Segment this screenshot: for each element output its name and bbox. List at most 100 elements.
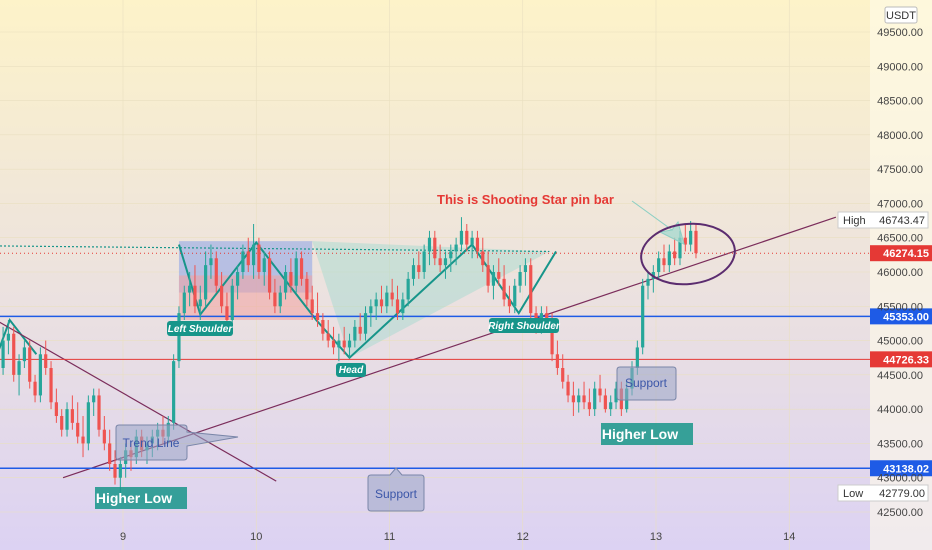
- right-shoulder-label: Right Shoulder: [488, 321, 561, 332]
- candle-body: [235, 272, 240, 286]
- candle-body: [390, 292, 394, 300]
- y-tick-label: 46500.00: [877, 233, 923, 245]
- candle-body: [379, 299, 384, 307]
- y-tick-label: 45000.00: [877, 336, 923, 348]
- candle-body: [593, 388, 597, 410]
- candle-body: [283, 272, 288, 293]
- x-tick-label: 10: [250, 531, 262, 543]
- y-tick-label: 44000.00: [877, 404, 923, 416]
- candle-body: [427, 237, 432, 252]
- candle-body: [401, 299, 405, 314]
- candle-body: [70, 409, 74, 423]
- candle-body: [667, 251, 671, 266]
- candle-body: [470, 237, 474, 245]
- y-tick-label: 43500.00: [877, 438, 923, 450]
- neckline-dotted: [0, 245, 550, 253]
- candle-body: [230, 285, 234, 320]
- candle-body: [97, 395, 101, 430]
- candle-body: [438, 258, 442, 266]
- level-tag-text: 44726.33: [883, 354, 929, 366]
- level-tag-text: 43138.02: [883, 463, 929, 475]
- x-axis: 9 10 11 12 13 14: [120, 531, 795, 543]
- candle-body: [1, 340, 5, 368]
- left-shoulder-label: Left Shoulder: [168, 324, 234, 335]
- candle-body: [251, 244, 256, 266]
- candle-body: [54, 402, 58, 416]
- down-trend-line: [0, 321, 277, 482]
- candle-body: [347, 340, 352, 348]
- support-right-label: Support: [625, 376, 668, 390]
- candle-body: [44, 354, 48, 368]
- candle-body: [321, 320, 325, 334]
- candle-body: [598, 388, 602, 396]
- candle-body: [353, 326, 357, 341]
- candle-body: [561, 368, 565, 382]
- candle-body: [28, 347, 32, 382]
- candle-body: [395, 299, 400, 314]
- candle-body: [422, 251, 426, 272]
- candle-body: [683, 237, 687, 245]
- candle-body: [603, 395, 607, 410]
- candle-body: [550, 320, 554, 355]
- candle-body: [86, 402, 90, 444]
- y-tick-label: 43000.00: [877, 473, 923, 485]
- currency-badge: USDT: [884, 6, 918, 24]
- low-marker-label: Low: [843, 488, 863, 500]
- candle-body: [310, 299, 314, 314]
- candle-body: [188, 285, 192, 293]
- currency-label: USDT: [886, 10, 916, 22]
- head-tag: Head: [336, 363, 366, 377]
- candle-body: [182, 292, 186, 314]
- pattern-annotations: [0, 216, 837, 482]
- high-marker: High 46743.47: [837, 211, 929, 229]
- shooting-star-note: This is Shooting Star pin bar: [437, 192, 736, 286]
- candle-body: [641, 285, 645, 348]
- candle-body: [17, 361, 21, 375]
- low-marker: Low 42779.00: [837, 484, 929, 502]
- candle-body: [326, 333, 330, 341]
- candle-body: [76, 422, 80, 437]
- candle-body: [246, 251, 250, 266]
- left-zigzag: [0, 317, 38, 355]
- candle-body: [262, 258, 266, 272]
- y-tick-label: 44500.00: [877, 370, 923, 382]
- candle-body: [566, 381, 570, 396]
- y-tick-label: 47000.00: [877, 198, 923, 210]
- candle-body: [587, 402, 591, 410]
- candle-body: [294, 258, 298, 286]
- candle-body: [342, 340, 346, 348]
- higher-low-left-tag: Higher Low: [95, 487, 187, 509]
- candle-body: [113, 464, 117, 478]
- candle-body: [491, 272, 496, 286]
- candle-body: [369, 306, 373, 314]
- candle-body: [545, 313, 549, 320]
- high-marker-label: High: [843, 215, 866, 227]
- candle-body: [60, 416, 64, 430]
- arrow-icon: [631, 200, 685, 245]
- y-tick-label: 46000.00: [877, 267, 923, 279]
- x-tick-label: 9: [120, 531, 126, 543]
- candle-body: [257, 244, 261, 272]
- candle-body: [465, 230, 469, 245]
- candle-body: [108, 443, 112, 464]
- higher-low-right-tag: Higher Low: [601, 423, 693, 445]
- candle-body: [12, 333, 16, 375]
- candle-body: [337, 340, 341, 348]
- level-tag-text: 46274.15: [883, 248, 929, 260]
- candle-body: [209, 258, 213, 266]
- candle-body: [214, 258, 218, 286]
- candle-body: [577, 395, 581, 403]
- candle-body: [475, 237, 480, 252]
- candle-body: [22, 347, 26, 362]
- x-tick-label: 14: [783, 531, 795, 543]
- candle-body: [518, 272, 522, 286]
- candle-body: [497, 272, 501, 279]
- candle-body: [331, 340, 336, 348]
- candle-body: [646, 278, 650, 286]
- support-bubble-bottom: Support: [367, 467, 425, 512]
- candle-body: [555, 354, 559, 368]
- candle-body: [411, 265, 416, 279]
- level-tag-text: 45353.00: [883, 311, 929, 323]
